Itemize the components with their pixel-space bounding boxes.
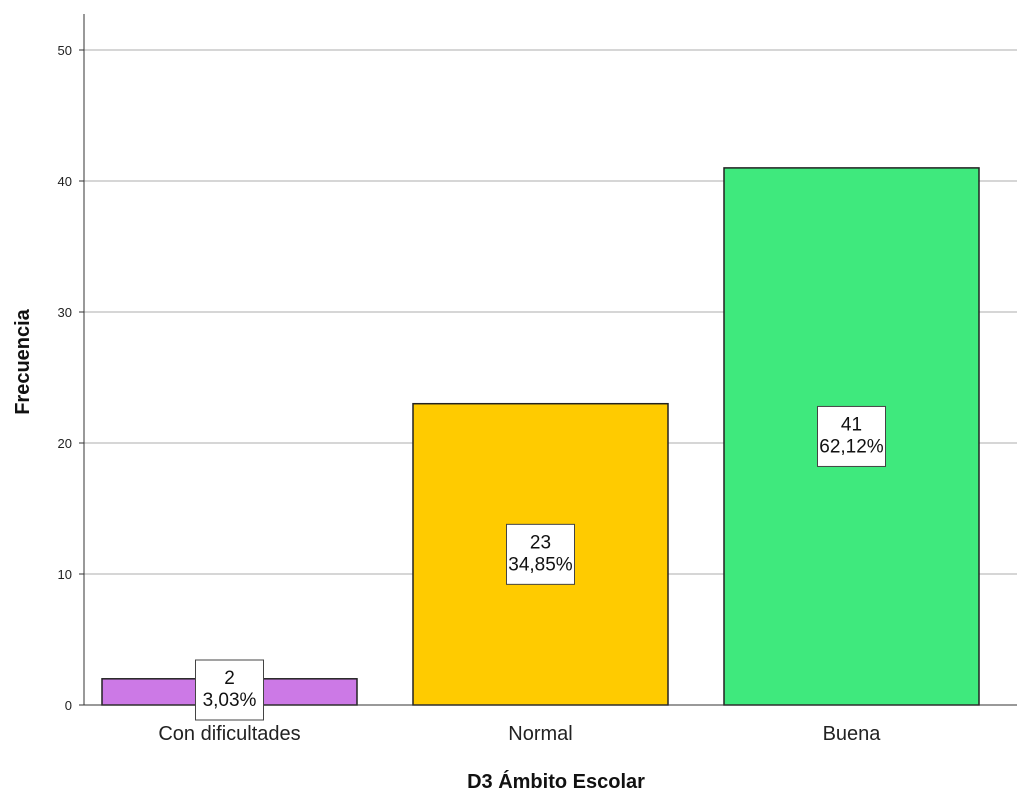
y-tick-label: 10 bbox=[58, 567, 72, 582]
data-label-box bbox=[506, 523, 575, 585]
x-tick-label: Con dificultades bbox=[158, 723, 300, 745]
data-label-percent: 3,03% bbox=[203, 690, 257, 711]
bars bbox=[101, 167, 980, 706]
y-tick-label: 20 bbox=[58, 436, 72, 451]
data-label-box bbox=[817, 405, 886, 467]
data-label-percent: 34,85% bbox=[508, 554, 573, 575]
data-label-box bbox=[195, 659, 264, 721]
x-tick-label: Normal bbox=[508, 723, 572, 745]
y-tick-label: 50 bbox=[58, 43, 72, 58]
y-axis-title: Frecuencia bbox=[12, 308, 34, 414]
x-axis-title: D3 Ámbito Escolar bbox=[467, 770, 645, 793]
data-label-count: 2 bbox=[224, 668, 235, 689]
x-tick-label: Buena bbox=[823, 723, 882, 745]
data-label-count: 23 bbox=[530, 532, 551, 553]
data-label-count: 41 bbox=[841, 414, 862, 435]
axes: 0 10 20 30 40 50 Con dificultades Normal Buena bbox=[58, 14, 1017, 745]
data-label-percent: 62,12% bbox=[819, 436, 884, 457]
y-tick-label: 40 bbox=[58, 174, 72, 189]
y-tick-label: 0 bbox=[65, 698, 72, 713]
y-tick-label: 30 bbox=[58, 305, 72, 320]
